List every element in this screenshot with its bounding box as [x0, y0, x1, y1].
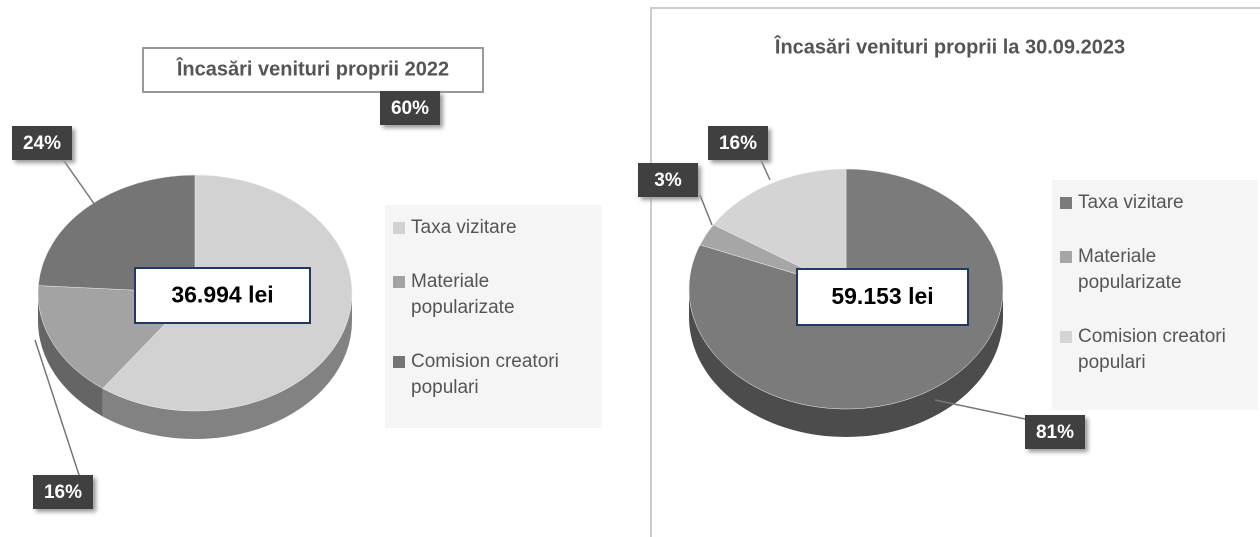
data-label-box: [380, 91, 440, 125]
center-label: 36.994 lei: [171, 282, 273, 308]
legend-label: Taxa vizitare: [411, 217, 517, 238]
legend: Taxa vizitare Materiale popularizate Comis…: [385, 205, 602, 428]
data-label-box: [12, 126, 72, 160]
leader-line: [699, 194, 713, 226]
leader-line: [759, 157, 771, 181]
legend-label: Comision creatori populari: [411, 351, 559, 398]
data-label: 81%: [1036, 422, 1074, 443]
legend-swatch: [393, 222, 405, 234]
pie-side: [689, 289, 1003, 437]
legend-label: Materiale popularizate: [411, 271, 515, 318]
data-label-box: [33, 475, 93, 509]
legend-item: Comision creatori populari: [393, 349, 594, 401]
data-label-box: [708, 126, 768, 160]
legend-item: Taxa vizitare: [1060, 190, 1250, 216]
center-box: [796, 268, 969, 326]
legend-label: Taxa vizitare: [1078, 192, 1184, 213]
legend-label: Comision creatori populari: [1078, 326, 1226, 373]
pie-slice: [38, 174, 196, 294]
legend-item: Materiale popularizate: [393, 269, 594, 321]
legend-swatch: [1060, 197, 1072, 209]
panel-border: [650, 7, 1260, 537]
pie-slice: [713, 168, 847, 290]
legend: Taxa vizitare Materiale popularizate Comis…: [1052, 180, 1258, 410]
legend-item: Taxa vizitare: [393, 215, 594, 241]
pie-side: [102, 293, 352, 439]
legend-item: Materiale popularizate: [1060, 244, 1250, 296]
legend-swatch: [393, 276, 405, 288]
legend-label: Materiale popularizate: [1078, 246, 1182, 293]
leader-line: [61, 157, 96, 206]
leader-line: [934, 399, 1031, 421]
chart-title: Încasări venituri proprii 2022: [176, 56, 449, 80]
chart-title: Încasări venituri proprii la 30.09.2023: [774, 34, 1125, 58]
legend-swatch: [1060, 331, 1072, 343]
center-box: [134, 267, 311, 324]
legend-swatch: [393, 356, 405, 368]
pie-chart: Încasări venituri proprii la 30.09.2023 8…: [638, 34, 1125, 449]
title-box: [142, 47, 484, 93]
data-label-box: [638, 163, 698, 197]
data-label: 16%: [719, 133, 757, 154]
data-label: 3%: [654, 170, 682, 191]
data-label: 24%: [23, 133, 61, 154]
center-label: 59.153 lei: [831, 283, 933, 309]
pie-chart: Încasări venituri proprii 2022 60% 16% 24% 3…: [12, 47, 484, 509]
data-label: 60%: [391, 98, 429, 119]
data-label-box: [1025, 415, 1085, 449]
legend-swatch: [1060, 251, 1072, 263]
leader-line: [34, 339, 81, 479]
data-label: 16%: [44, 482, 82, 503]
legend-item: Comision creatori populari: [1060, 324, 1250, 376]
pie-side: [38, 293, 103, 417]
